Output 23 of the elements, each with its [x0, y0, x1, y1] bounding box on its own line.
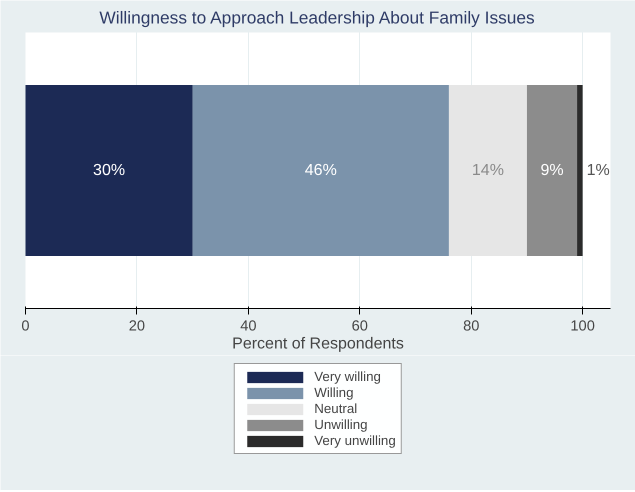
x-tick-label: 0 [21, 318, 30, 334]
bar [577, 84, 583, 256]
data-label: 9% [540, 162, 564, 179]
bar [448, 84, 527, 256]
legend-label: Willing [314, 385, 354, 400]
x-tick-label: 40 [240, 318, 257, 334]
legend-label: Very unwilling [314, 433, 396, 448]
bar [526, 84, 578, 256]
bar [192, 84, 449, 256]
legend-label: Neutral [314, 401, 358, 416]
data-label: 1% [586, 162, 610, 179]
data-label: 14% [472, 162, 504, 179]
x-tick-label: 20 [128, 318, 146, 334]
x-tick-label: 80 [463, 318, 480, 334]
x-tick-label: 100 [570, 318, 595, 334]
data-label: 46% [304, 162, 337, 179]
data-label: 30% [93, 162, 126, 179]
chart-title: Willingness to Approach Leadership About Family Issues [99, 8, 536, 28]
bar [26, 84, 193, 256]
legend-label: Very willing [314, 369, 381, 384]
x-tick-label: 60 [352, 318, 368, 334]
legend-label: Unwilling [314, 417, 368, 432]
x-axis-title: Percent of Respondents [232, 336, 404, 352]
